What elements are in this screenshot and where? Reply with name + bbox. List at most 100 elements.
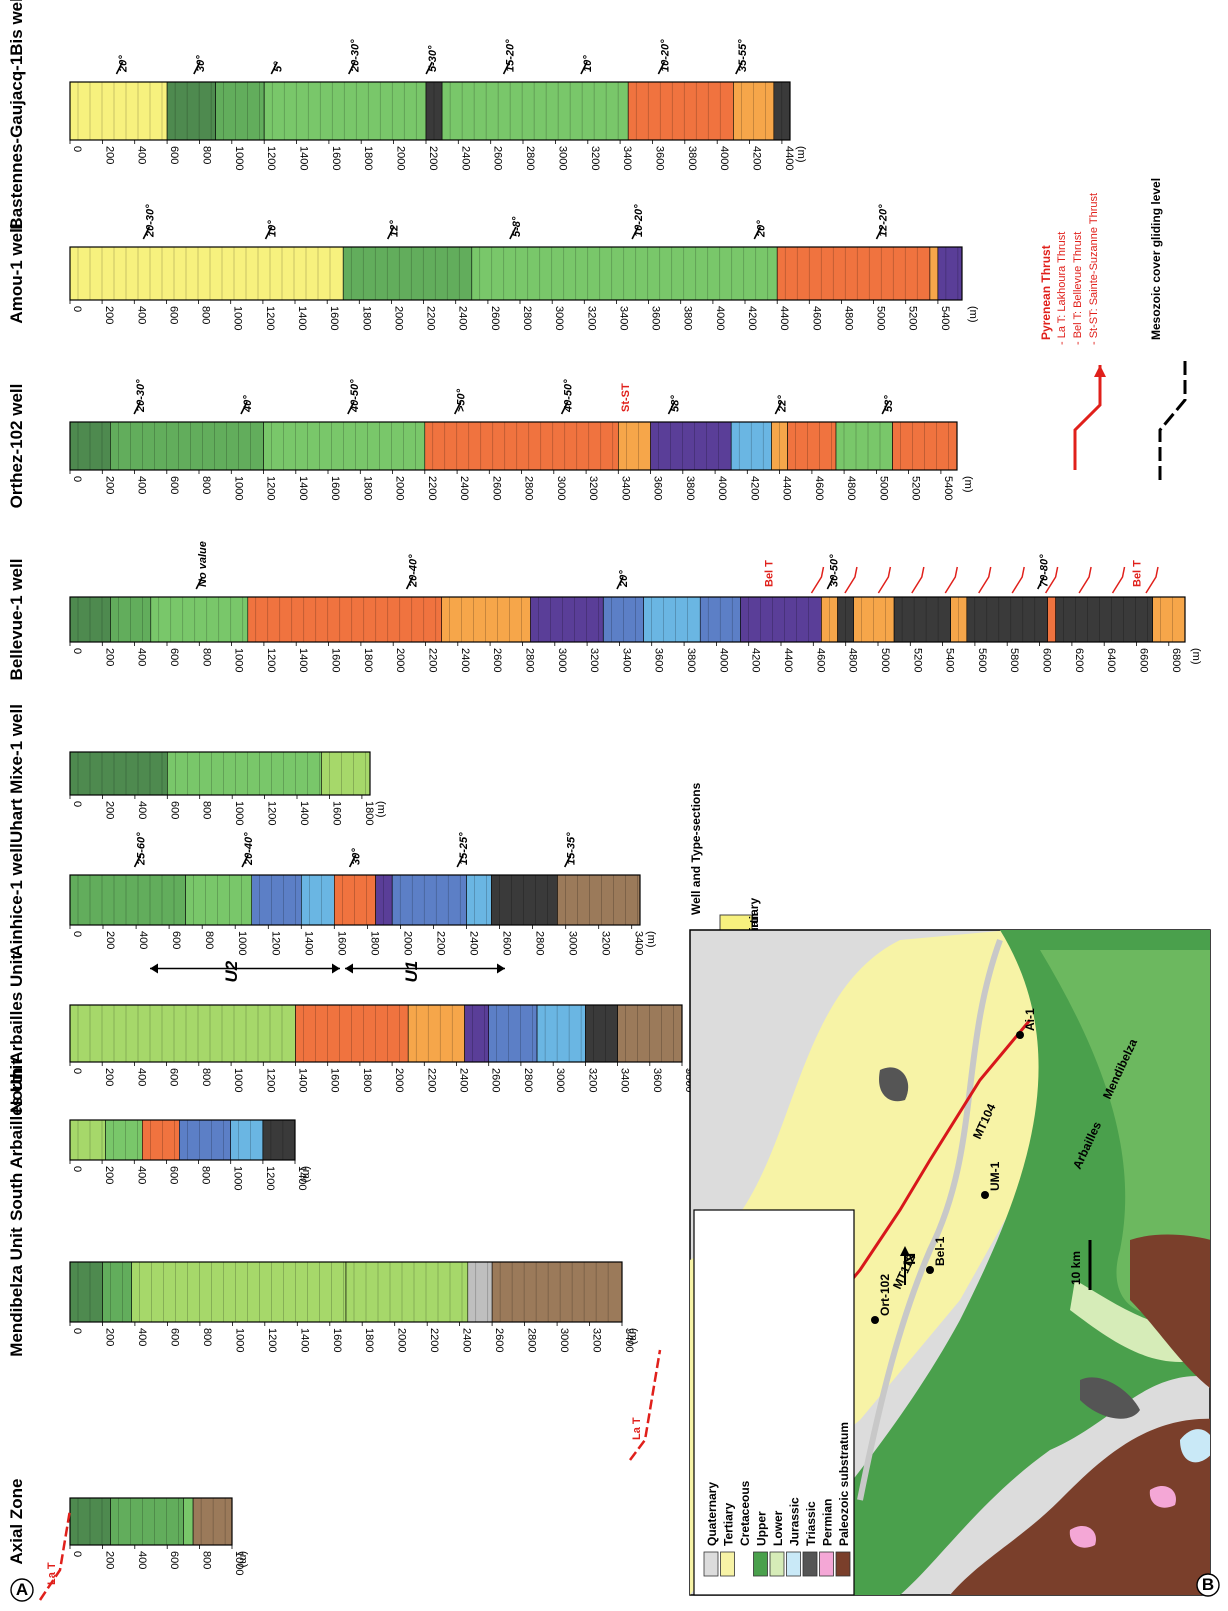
dip-arrow [560,401,569,415]
depth-label: 1800 [361,476,373,500]
depth-label: 1400 [296,306,308,330]
depth-label: 600 [168,1328,180,1346]
depth-label: 1200 [265,146,277,170]
depth-label: 3000 [567,931,579,955]
la-t-label: La T [46,1562,58,1585]
column-frame [69,1119,296,1161]
depth-label: 4200 [750,648,762,672]
dip-value: 30° [351,848,363,865]
depth-label: 0 [71,1328,83,1334]
thrust-marker [810,566,825,594]
dip-arrow [580,61,588,75]
depth-label: 5200 [910,476,922,500]
depth-label: 200 [103,146,115,164]
map-upper-cretaceous [760,930,1210,1595]
unit-aptian [247,596,442,643]
unit-label: U2 [222,960,241,982]
depth-unit: (m) [962,476,974,493]
depth-label: 2600 [492,146,504,170]
geologic-map: BG-1bisAm-1Ort-102Bel-1UM-1Ai-183BHS02MT… [689,929,1211,1596]
thrust-marker [1044,566,1059,594]
map-well-marker [1016,1031,1024,1039]
depth-label: 5400 [939,306,951,330]
depth-label: 2200 [425,306,437,330]
depth-label: 2600 [493,1328,505,1352]
la-t-label: La T [631,1417,643,1440]
depth-label: 1800 [363,1328,375,1352]
dip-value: 12° [389,220,401,237]
depth-label: 6800 [1170,648,1182,672]
unit-upper-triassic-unit [490,874,558,926]
unit-early-jurassic [466,874,492,926]
unit-aptian [892,421,958,471]
depth-label: 1200 [269,931,281,955]
map-legend-swatch [720,1551,735,1577]
well-column-4: 0 200 400 600 800 1000 1200 1400 1600 1800 2000 220… [7,832,657,957]
depth-label: 1200 [264,1166,276,1190]
well-column-5: 0 200 400 600 800 1000 1200 1400 1600 1800 (m) Uhar… [7,704,387,843]
dip-arrow [347,61,356,75]
dip-arrow [657,61,666,75]
depth-label: 0 [71,146,83,152]
depth-label: 4200 [751,146,763,170]
dip-value: 20° [755,220,767,238]
depth-label: 1600 [335,931,347,955]
depth-label: 6600 [1138,648,1150,672]
well-column-2: 0 200 400 600 800 1000 1200 1400(m)South Arbail… [7,1059,312,1221]
unit-late-jurassic [530,596,604,643]
thrust-marker [1011,566,1025,594]
unit-cenomanian [263,421,426,471]
depth-label: 600 [167,306,179,324]
thrust-marker [911,566,925,594]
dip-value: 70-80° [1039,554,1051,587]
unit-barremian [733,81,775,141]
column-frame [69,1497,233,1546]
thrust-marker [978,566,992,594]
dip-arrow [405,576,414,590]
unit-late-jurassic [740,596,822,643]
column-title: Mendibelza Unit [7,1227,26,1357]
unit-middle-jurassic [251,874,302,926]
dip-value: 58° [669,395,681,412]
north-arrow-head [900,1246,910,1256]
unit-barremian [929,246,939,301]
unit-paleozoic-substratum [617,1004,683,1063]
column-title: North Arbailles Unit [7,954,26,1113]
map-river [857,938,1003,1501]
dip-value: 30° [195,55,207,72]
column-frame [69,596,1186,643]
depth-label: 3600 [652,476,664,500]
depth-label: 1000 [236,931,248,955]
map-well-marker [871,1316,879,1324]
fault-label: Bel T [1131,560,1143,587]
dip-value: 10-20° [659,39,671,72]
column-title: Amou-1 well [7,223,26,323]
depth-label: 4000 [717,648,729,672]
unit-upper-triassic-unit [262,1119,296,1161]
depth-unit: (m) [795,146,807,163]
dip-arrow [133,401,141,415]
dip-arrow [240,401,248,415]
unit-senonian [215,81,265,141]
depth-label: 1000 [233,801,245,825]
depth-label: 800 [200,476,212,494]
dip-arrow [115,61,124,75]
arrow-head [345,963,353,974]
thrust-line: - St-ST: Sainte-Suzanne Thrust [1088,193,1100,345]
dip-value: >50° [456,388,468,412]
depth-label: 200 [103,1551,115,1569]
panel-a-label: A [16,1580,28,1599]
thrust-marker [877,566,892,594]
dip-arrow [142,226,151,240]
unit-barremian [1152,596,1186,643]
dip-value: 20-30° [135,379,147,413]
depth-label: 3200 [587,476,599,500]
depth-label: 3400 [621,146,633,170]
arrow-head [1094,365,1106,377]
arrow-head [332,963,340,974]
depth-label: 2400 [458,476,470,500]
map-legend-swatch [703,1551,719,1577]
depth-label: 1400 [298,1328,310,1352]
depth-label: 3800 [682,306,694,330]
depth-label: 3000 [555,476,567,500]
